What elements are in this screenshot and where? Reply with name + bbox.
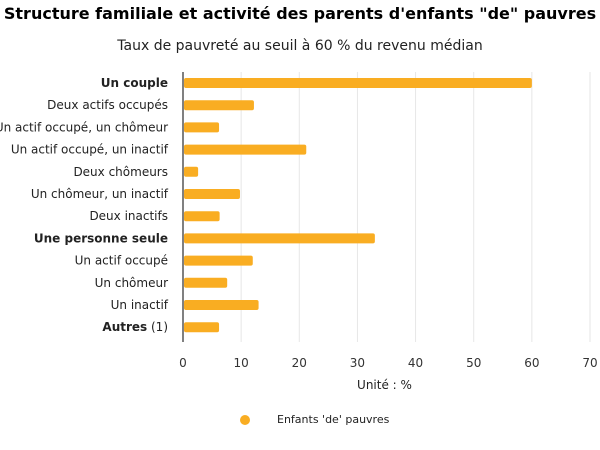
y-tick-label: Un chômeur <box>95 276 168 290</box>
bar <box>184 322 220 333</box>
x-axis-label: Unité : % <box>357 378 412 392</box>
bar <box>184 166 199 177</box>
bar <box>184 189 240 199</box>
x-tick-label: 0 <box>179 356 187 370</box>
x-tick-label: 30 <box>350 356 365 370</box>
y-tick-label: Deux chômeurs <box>73 165 168 179</box>
bar <box>184 277 228 288</box>
x-tick-label: 40 <box>408 356 423 370</box>
bar <box>184 255 253 266</box>
bar <box>184 122 220 133</box>
legend-label: Enfants 'de' pauvres <box>277 413 390 426</box>
x-tick-label: 50 <box>466 356 481 370</box>
x-tick-label: 10 <box>234 356 249 370</box>
bar <box>184 144 307 155</box>
y-tick-label: Un chômeur, un inactif <box>31 187 169 201</box>
y-tick-label: Deux inactifs <box>89 209 168 223</box>
y-tick-label: Une personne seule <box>34 231 168 245</box>
chart-subtitle: Taux de pauvreté au seuil à 60 % du reve… <box>117 38 483 54</box>
y-tick-label: Un couple <box>101 76 168 90</box>
legend[interactable]: Enfants 'de' pauvres <box>240 413 389 426</box>
y-tick-label: Un inactif <box>111 298 169 312</box>
legend-marker <box>240 414 250 425</box>
bar <box>184 78 532 88</box>
x-tick-label: 60 <box>524 356 539 370</box>
bar <box>184 233 375 244</box>
x-tick-label: 70 <box>582 356 597 370</box>
y-tick-label: Un actif occupé, un inactif <box>11 143 169 157</box>
y-tick-label: Un actif occupé, un chômeur <box>0 120 168 134</box>
y-tick-label: Un actif occupé <box>75 254 168 268</box>
bar <box>184 300 259 310</box>
chart-title: Structure familiale et activité des pare… <box>3 4 597 23</box>
bar <box>184 211 220 222</box>
bar <box>184 100 254 111</box>
y-tick-label: Autres (1) <box>102 320 168 334</box>
x-tick-label: 20 <box>292 356 307 370</box>
y-tick-label: Deux actifs occupés <box>47 98 168 112</box>
